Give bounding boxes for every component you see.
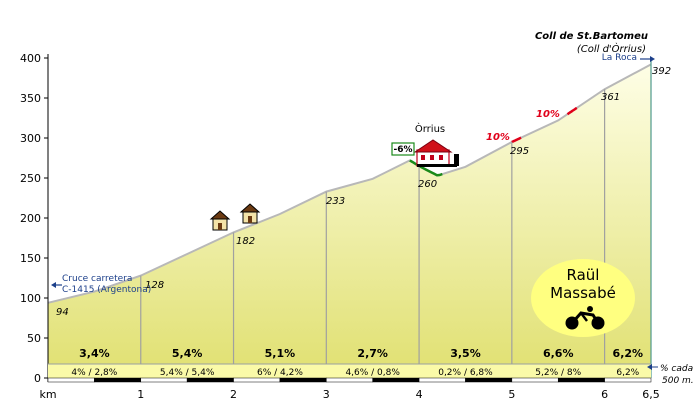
half-km-gradient-label: 4,6% / 0,8% <box>345 368 400 378</box>
steep-segment <box>566 106 578 116</box>
segment-gradient-label: 5,1% <box>265 347 296 360</box>
elevation-label: 361 <box>601 92 620 103</box>
start-note-line-2: C-1415 (Argentona) <box>62 285 151 295</box>
y-tick-label: 300 <box>20 132 41 145</box>
km-scale-bar <box>233 377 281 383</box>
town-icon <box>413 139 459 167</box>
half-km-arrow-icon <box>647 364 658 370</box>
descent-badge: -6% <box>391 142 415 156</box>
segment-gradient-label: 5,4% <box>172 347 203 360</box>
segment-gradient-label: 6,2% <box>613 347 644 360</box>
gradient-band <box>48 364 651 378</box>
y-tick-label: 0 <box>34 372 41 385</box>
half-km-gradient-label: 4% / 2,8% <box>71 368 117 378</box>
km-scale-bar <box>604 377 652 383</box>
x-tick-label: 5 <box>508 388 515 401</box>
town-label: Òrrius <box>415 122 445 135</box>
km-scale-bar <box>372 377 420 383</box>
y-tick-label: 150 <box>20 252 41 265</box>
elevation-label: 182 <box>236 236 255 247</box>
segment-gradient-label: 3,5% <box>450 347 481 360</box>
start-arrow-icon <box>51 282 62 288</box>
km-scale-bar <box>186 377 234 383</box>
profile-area <box>48 64 651 379</box>
y-tick-label: 350 <box>20 92 41 105</box>
half-km-gradient-label: 6,2% <box>616 368 639 378</box>
y-tick-label: 100 <box>20 292 41 305</box>
half-km-note-line-2: 500 m. <box>662 376 694 386</box>
end-arrow-icon <box>640 56 655 62</box>
km-scale-bar <box>326 377 373 383</box>
house-icon <box>239 203 261 224</box>
profile-line <box>47 63 652 304</box>
half-km-gradient-label: 5,4% / 5,4% <box>160 368 215 378</box>
descent-label: -6% <box>393 145 412 155</box>
km-scale-bar <box>140 377 188 383</box>
half-km-gradient-label: 0,2% / 6,8% <box>438 368 493 378</box>
descent-segment <box>409 159 443 177</box>
km-scale-bar <box>94 377 142 383</box>
km-scale-bar <box>465 377 513 383</box>
elevation-label: 233 <box>326 196 345 207</box>
x-tick-label: 6,5 <box>642 388 660 401</box>
segment-gradient-label: 3,4% <box>79 347 110 360</box>
elevation-label: 94 <box>56 307 69 318</box>
km-scale-bar <box>557 377 605 383</box>
author-last-name: Massabé <box>550 284 616 302</box>
elevation-label: 128 <box>145 280 164 291</box>
start-note-line-1: Cruce carretera <box>62 274 132 284</box>
end-note: La Roca <box>602 53 637 63</box>
half-km-gradient-label: 5,2% / 8% <box>535 368 581 378</box>
y-tick-label: 250 <box>20 172 41 185</box>
km-scale-bar <box>47 377 95 383</box>
steep-label-2: 10% <box>536 109 560 120</box>
elevation-label: 392 <box>652 66 671 77</box>
y-tick-label: 50 <box>27 332 41 345</box>
chart-subtitle: (Coll d'Òrrius) <box>577 42 646 55</box>
x-tick-label: 6 <box>601 388 608 401</box>
y-tick-label: 400 <box>20 52 41 65</box>
x-tick-label: 2 <box>230 388 237 401</box>
chart-title: Coll de St.Bartomeu <box>535 31 648 42</box>
y-tick-label: 200 <box>20 212 41 225</box>
x-tick-label: 1 <box>137 388 144 401</box>
cyclist-icon <box>565 306 605 330</box>
steep-segment <box>511 136 522 144</box>
km-scale-bar <box>511 377 559 383</box>
x-tick-label: 3 <box>323 388 330 401</box>
km-scale-bar <box>279 377 327 383</box>
km-scale-bar <box>418 377 466 383</box>
author-badge: Raül Massabé <box>531 259 635 337</box>
x-tick-label: km <box>39 388 56 401</box>
x-tick-label: 4 <box>416 388 423 401</box>
half-km-gradient-label: 6% / 4,2% <box>257 368 303 378</box>
segment-gradient-label: 6,6% <box>543 347 574 360</box>
segment-gradient-label: 2,7% <box>357 347 388 360</box>
house-icon <box>209 210 231 231</box>
author-first-name: Raül <box>567 266 600 284</box>
half-km-note-line-1: % cada <box>660 364 693 374</box>
elevation-label: 260 <box>418 179 437 190</box>
elevation-label: 295 <box>510 146 529 157</box>
steep-label-1: 10% <box>486 132 510 143</box>
